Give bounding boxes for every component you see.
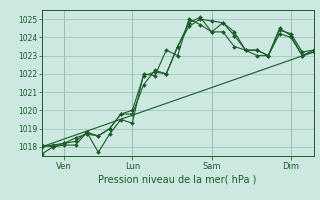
- X-axis label: Pression niveau de la mer( hPa ): Pression niveau de la mer( hPa ): [99, 175, 257, 185]
